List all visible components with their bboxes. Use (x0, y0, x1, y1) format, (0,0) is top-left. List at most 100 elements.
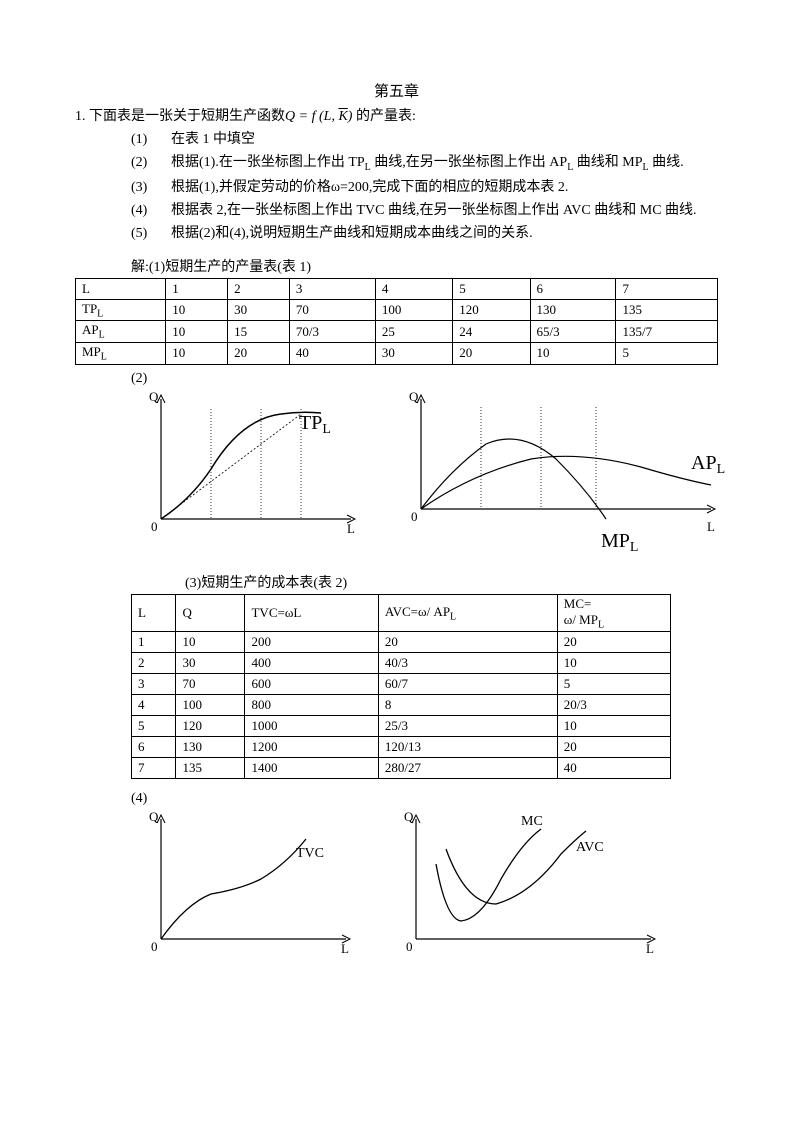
cell: 60/7 (378, 674, 557, 695)
chapter-title: 第五章 (75, 80, 718, 101)
sub-num: (3) (131, 177, 171, 198)
sub-num: (1) (131, 129, 171, 150)
cell: 25/3 (378, 716, 557, 737)
sub-item: (5) 根据(2)和(4),说明短期生产曲线和短期成本曲线之间的关系. (131, 223, 718, 244)
cell: 280/27 (378, 758, 557, 779)
cell: 135/7 (616, 321, 718, 343)
cell: L (132, 594, 176, 632)
cell: 10 (166, 342, 228, 364)
charts-row-2: Q L 0 TVC Q L 0 MC AVC (131, 809, 718, 964)
table-row: 1102002020 (132, 632, 671, 653)
cell: 1200 (245, 737, 378, 758)
cell: 10 (557, 653, 670, 674)
solution-label-1: 解:(1)短期生产的产量表(表 1) (131, 256, 718, 276)
origin-label: 0 (411, 509, 418, 524)
question-text-a: 下面表是一张关于短期生产函数 (89, 109, 285, 124)
table-row: 37060060/75 (132, 674, 671, 695)
cell: 5 (453, 278, 530, 299)
cell: L (76, 278, 166, 299)
x-axis-label: L (347, 521, 355, 536)
cell: 24 (453, 321, 530, 343)
y-axis-label: Q (149, 389, 159, 404)
x-axis-label: L (341, 941, 349, 956)
cell: 15 (228, 321, 290, 343)
question-text-b: 的产量表: (356, 109, 416, 124)
y-axis-label: Q (409, 389, 419, 404)
origin-label: 0 (151, 939, 158, 954)
cell: 1 (166, 278, 228, 299)
question-formula: Q = f (L, K) (285, 109, 352, 124)
marker-4: (4) (131, 791, 718, 807)
table-row: APL 10 15 70/3 25 24 65/3 135/7 (76, 321, 718, 343)
cell: 6 (132, 737, 176, 758)
table-row: 4100800820/3 (132, 695, 671, 716)
sub-text: 根据(2)和(4),说明短期生产曲线和短期成本曲线之间的关系. (171, 223, 718, 244)
charts-row-1: Q L 0 TPL Q L 0 APL MPL (131, 389, 718, 564)
cell: 25 (375, 321, 452, 343)
chart-tp: Q L 0 TPL (131, 389, 371, 564)
sub-item: (3) 根据(1),并假定劳动的价格ω=200,完成下面的相应的短期成本表 2. (131, 177, 718, 198)
cell: 100 (375, 299, 452, 321)
sub-text: 根据表 2,在一张坐标图上作出 TVC 曲线,在另一张坐标图上作出 AVC 曲线… (171, 200, 718, 221)
chart-avc-mc: Q L 0 MC AVC (391, 809, 671, 964)
cell: 135 (176, 758, 245, 779)
sub-text: 根据(1).在一张坐标图上作出 TPL 曲线,在另一张坐标图上作出 APL 曲线… (171, 152, 718, 175)
question-number: 1. (75, 109, 86, 124)
chart-ap-mp: Q L 0 APL MPL (401, 389, 731, 564)
sub-num: (2) (131, 152, 171, 175)
cell: 5 (132, 716, 176, 737)
tvc-chart-svg: Q L 0 TVC (131, 809, 361, 959)
cell: TVC=ωL (245, 594, 378, 632)
cell: 100 (176, 695, 245, 716)
cell: 3 (289, 278, 375, 299)
cell: 1400 (245, 758, 378, 779)
cell: 70 (176, 674, 245, 695)
sub-item: (2) 根据(1).在一张坐标图上作出 TPL 曲线,在另一张坐标图上作出 AP… (131, 152, 718, 175)
cell: 20 (557, 737, 670, 758)
cell: 4 (132, 695, 176, 716)
table-row: L Q TVC=ωL AVC=ω/ APL MC=ω/ MPL (132, 594, 671, 632)
cell: 20 (378, 632, 557, 653)
cell: 400 (245, 653, 378, 674)
table2-label: (3)短期生产的成本表(表 2) (185, 572, 718, 592)
mc-label: MC (521, 814, 543, 829)
y-axis-label: Q (404, 809, 414, 824)
x-axis-label: L (707, 519, 715, 534)
sub-num: (5) (131, 223, 171, 244)
cell: MC=ω/ MPL (557, 594, 670, 632)
cell: 3 (132, 674, 176, 695)
tp-chart-svg: Q L 0 TPL (131, 389, 371, 539)
cell: Q (176, 594, 245, 632)
cell: 120 (176, 716, 245, 737)
y-axis-label: Q (149, 809, 159, 824)
table-row: 5120100025/310 (132, 716, 671, 737)
table-1: L 1 2 3 4 5 6 7 TPL 10 30 70 100 120 130… (75, 278, 718, 365)
cell: 65/3 (530, 321, 616, 343)
cell: AVC=ω/ APL (378, 594, 557, 632)
cell: 135 (616, 299, 718, 321)
cell: 70 (289, 299, 375, 321)
ap-mp-chart-svg: Q L 0 APL MPL (401, 389, 731, 559)
cell: 1000 (245, 716, 378, 737)
table-2: L Q TVC=ωL AVC=ω/ APL MC=ω/ MPL 11020020… (131, 594, 671, 780)
cell: 30 (375, 342, 452, 364)
cell: 20/3 (557, 695, 670, 716)
cell: 70/3 (289, 321, 375, 343)
mp-label: MPL (601, 530, 638, 555)
sub-num: (4) (131, 200, 171, 221)
cell: 10 (557, 716, 670, 737)
sub-items: (1) 在表 1 中填空 (2) 根据(1).在一张坐标图上作出 TPL 曲线,… (131, 129, 718, 244)
cell: 200 (245, 632, 378, 653)
cell: 40 (289, 342, 375, 364)
cell: 20 (557, 632, 670, 653)
x-axis-label: L (646, 941, 654, 956)
cell: 8 (378, 695, 557, 716)
cell: 6 (530, 278, 616, 299)
cell: 120/13 (378, 737, 557, 758)
cell: 40/3 (378, 653, 557, 674)
table-row: 71351400280/2740 (132, 758, 671, 779)
chart-tvc: Q L 0 TVC (131, 809, 361, 964)
cell: 10 (530, 342, 616, 364)
cell: 800 (245, 695, 378, 716)
cell: 10 (166, 299, 228, 321)
